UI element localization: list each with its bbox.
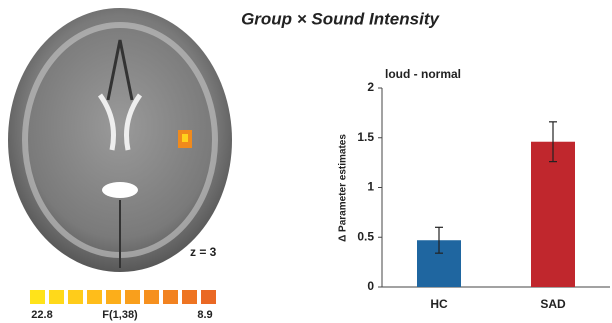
colorbar-cell — [163, 290, 178, 304]
colorbar-cell — [49, 290, 64, 304]
brain-slice — [8, 8, 232, 272]
chart-title: Group × Sound Intensity — [241, 9, 440, 28]
colorbar-cell — [144, 290, 159, 304]
chart-subtitle: loud - normal — [385, 67, 461, 81]
colorbar-cell — [201, 290, 216, 304]
bar — [531, 142, 575, 287]
colorbar-title: F(1,38) — [102, 309, 138, 321]
colorbar-cell — [125, 290, 140, 304]
y-tick-label: 0.5 — [357, 229, 374, 243]
colorbar — [30, 290, 216, 304]
y-tick-label: 1 — [367, 180, 374, 194]
colorbar-cell — [106, 290, 121, 304]
slice-label: z = 3 — [190, 245, 217, 259]
figure: z = 3 22.8 F(1,38) 8.9 Group × Sound Int… — [0, 0, 612, 323]
y-tick-label: 0 — [367, 279, 374, 293]
colorbar-max: 22.8 — [31, 309, 52, 321]
colorbar-cell — [30, 290, 45, 304]
colorbar-cell — [87, 290, 102, 304]
y-axis-label: Δ Parameter estimates — [338, 134, 349, 242]
x-tick-label: HC — [430, 297, 448, 311]
x-tick-label: SAD — [540, 297, 566, 311]
colorbar-min: 8.9 — [197, 309, 212, 321]
y-tick-label: 2 — [367, 80, 374, 94]
colorbar-cell — [182, 290, 197, 304]
y-tick-label: 1.5 — [357, 130, 374, 144]
colorbar-cell — [68, 290, 83, 304]
